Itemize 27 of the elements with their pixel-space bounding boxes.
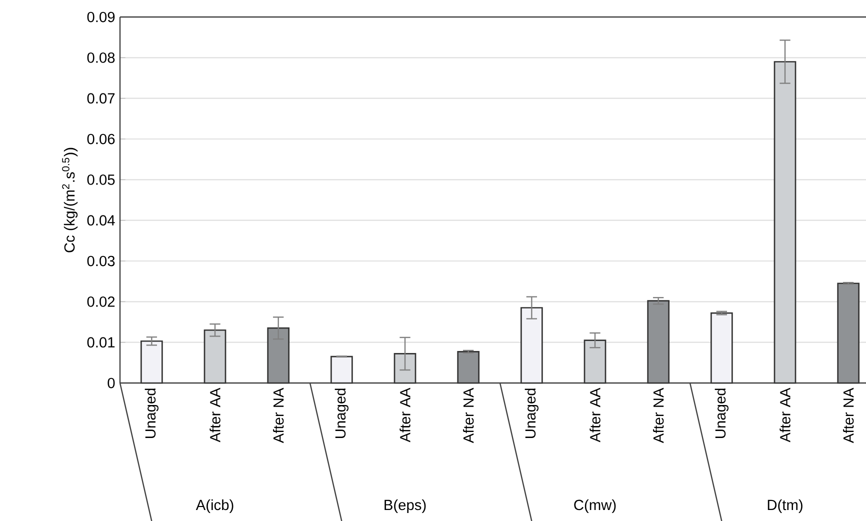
y-tick-label: 0.03 xyxy=(87,256,115,266)
y-tick-label: 0.02 xyxy=(87,296,115,307)
y-axis-title: Cc (kg/(m$^{2}$.s$^{0.5}$)) xyxy=(62,148,78,252)
x-tick-label: Unaged xyxy=(524,388,538,438)
x-tick-label: Unaged xyxy=(334,388,348,438)
x-tick-label: After NA xyxy=(842,388,854,444)
x-tick-label: Unaged xyxy=(144,388,158,438)
x-tick-label: After AA xyxy=(210,388,220,442)
x-tick-label: Unaged xyxy=(714,388,728,438)
text: B(eps) xyxy=(384,499,426,514)
text: A(icb) xyxy=(196,499,234,514)
text: C(mw) xyxy=(574,499,616,514)
x-tick-label: After NA xyxy=(462,388,474,444)
x-tick-label: After NA xyxy=(272,388,284,444)
x-tick-label: After AA xyxy=(590,388,600,442)
y-tick-label: 0.08 xyxy=(87,52,115,63)
y-tick-label: 0.07 xyxy=(87,93,115,104)
y-tick-label: 0.01 xyxy=(87,337,115,348)
y-tick-label: 0.05 xyxy=(87,174,115,185)
y-tick-label: 0.09 xyxy=(87,12,115,22)
y-tick-label: 0.06 xyxy=(87,134,115,144)
y-tick-label: 0.04 xyxy=(87,215,115,226)
x-tick-label: After NA xyxy=(652,388,664,444)
y-tick-label: 0 xyxy=(108,378,115,388)
x-tick-label: After AA xyxy=(400,388,410,442)
text: D(tm) xyxy=(768,499,802,514)
x-tick-label: After AA xyxy=(780,388,790,442)
